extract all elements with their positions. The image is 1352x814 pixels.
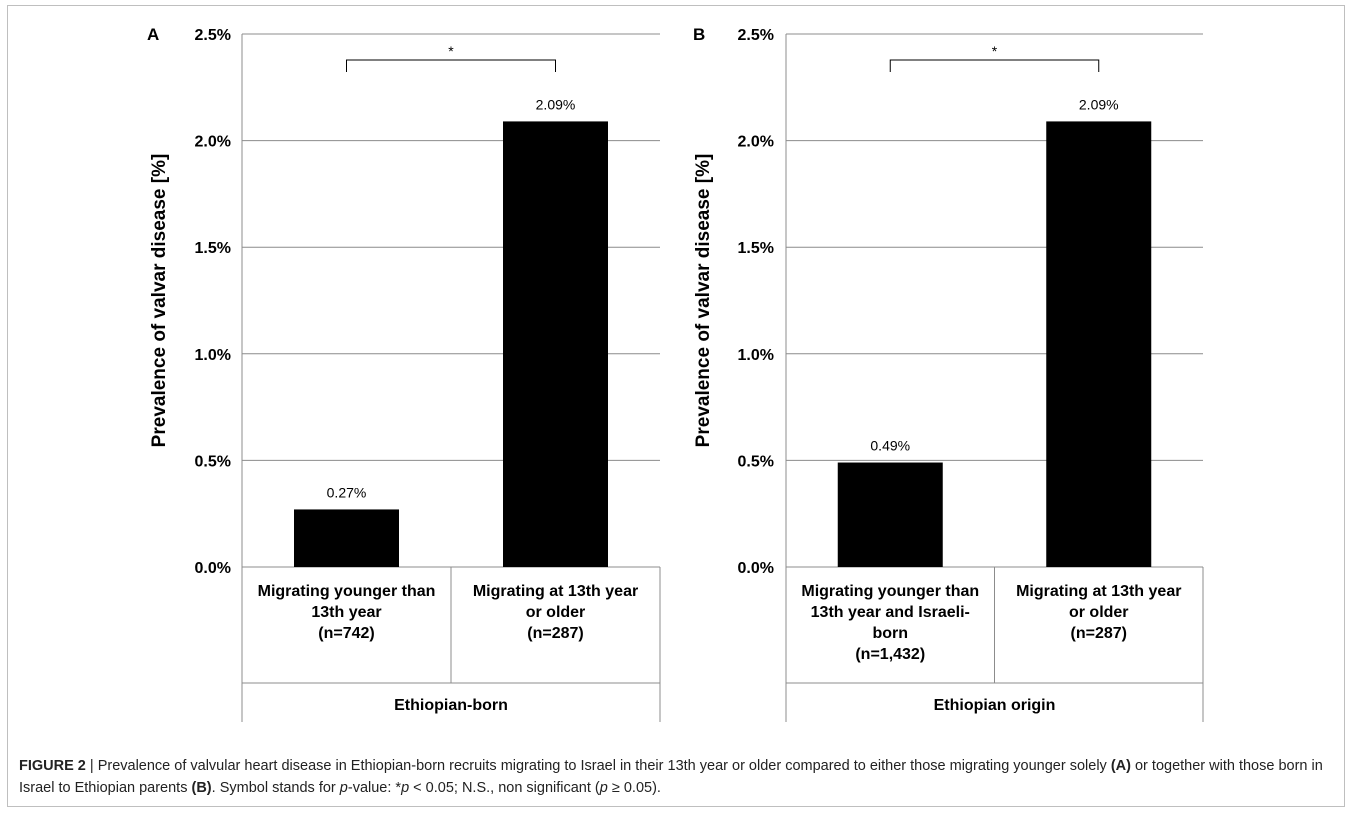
y-tick-label: 1.5% (738, 240, 774, 257)
category-label: or older (1069, 604, 1129, 621)
category-label: (n=1,432) (855, 646, 925, 663)
category-label: 13th year (311, 604, 381, 621)
bar (837, 462, 943, 567)
significance-bracket (346, 59, 556, 72)
caption-text-1: Prevalence of valvular heart disease in … (97, 758, 1111, 774)
y-tick-label: 2.0% (738, 134, 774, 151)
figure-panels: 0.0% 0.5% 1.0% 1.5% 2.0% 2.5% 0.27% 2.09% Migrat… (147, 25, 1204, 722)
panel-letter: B (693, 25, 705, 44)
figure-caption: FIGURE 2 | Prevalence of valvular heart … (19, 755, 1337, 799)
caption-text-2: or together with those born in Israel to… (19, 758, 1323, 796)
caption-separator: | (85, 758, 98, 774)
y-tick-label: 2.0% (195, 134, 231, 151)
y-tick-label: 1.5% (195, 240, 231, 257)
category-label: 13th year and Israeli- (811, 604, 970, 621)
caption-p-symbol: p (339, 780, 348, 796)
category-label: (n=742) (318, 625, 374, 642)
caption-text-6: ≥ 0.05). (607, 780, 661, 796)
category-label: Migrating at 13th year (473, 583, 638, 600)
y-tick-label: 0.0% (738, 560, 774, 577)
caption-text-4: -value: * (347, 780, 402, 796)
significance-marker: * (448, 43, 454, 59)
category-label: Migrating at 13th year (1016, 583, 1181, 600)
category-label: (n=287) (1071, 625, 1127, 642)
y-tick-label: 2.5% (738, 27, 774, 44)
figure-frame (7, 5, 1345, 807)
y-axis-title: Prevalence of valvar disease [%] (693, 154, 714, 448)
caption-text-3: . Symbol stands for (211, 780, 340, 796)
category-label: Migrating younger than (258, 583, 436, 600)
bar (294, 509, 399, 567)
group-label: Ethiopian-born (394, 697, 508, 714)
category-label: (n=287) (527, 625, 583, 642)
y-tick-label: 0.0% (195, 560, 231, 577)
caption-p-symbol: p (401, 780, 410, 796)
y-tick-label: 0.5% (738, 453, 774, 470)
caption-label: FIGURE 2 (19, 758, 86, 774)
bar (503, 121, 608, 568)
caption-ref-b: (B) (191, 780, 212, 796)
y-tick-label: 1.0% (738, 347, 774, 364)
panel-letter: A (147, 25, 159, 44)
data-label: 2.09% (1079, 96, 1119, 112)
y-tick-label: 2.5% (195, 27, 231, 44)
category-label: or older (526, 604, 586, 621)
category-label: born (872, 625, 908, 642)
category-label: Migrating younger than (801, 583, 979, 600)
caption-text-5: < 0.05; N.S., non significant ( (409, 780, 600, 796)
significance-marker: * (992, 43, 998, 59)
caption-ref-a: (A) (1110, 758, 1131, 774)
caption-p-symbol: p (599, 780, 608, 796)
data-label: 0.27% (327, 484, 367, 500)
data-label: 2.09% (536, 96, 576, 112)
y-axis-title: Prevalence of valvar disease [%] (149, 154, 170, 448)
y-tick-label: 0.5% (195, 453, 231, 470)
bar (1046, 121, 1152, 568)
data-label: 0.49% (870, 438, 910, 454)
significance-bracket (889, 59, 1100, 72)
y-tick-label: 1.0% (195, 347, 231, 364)
group-label: Ethiopian origin (934, 697, 1056, 714)
